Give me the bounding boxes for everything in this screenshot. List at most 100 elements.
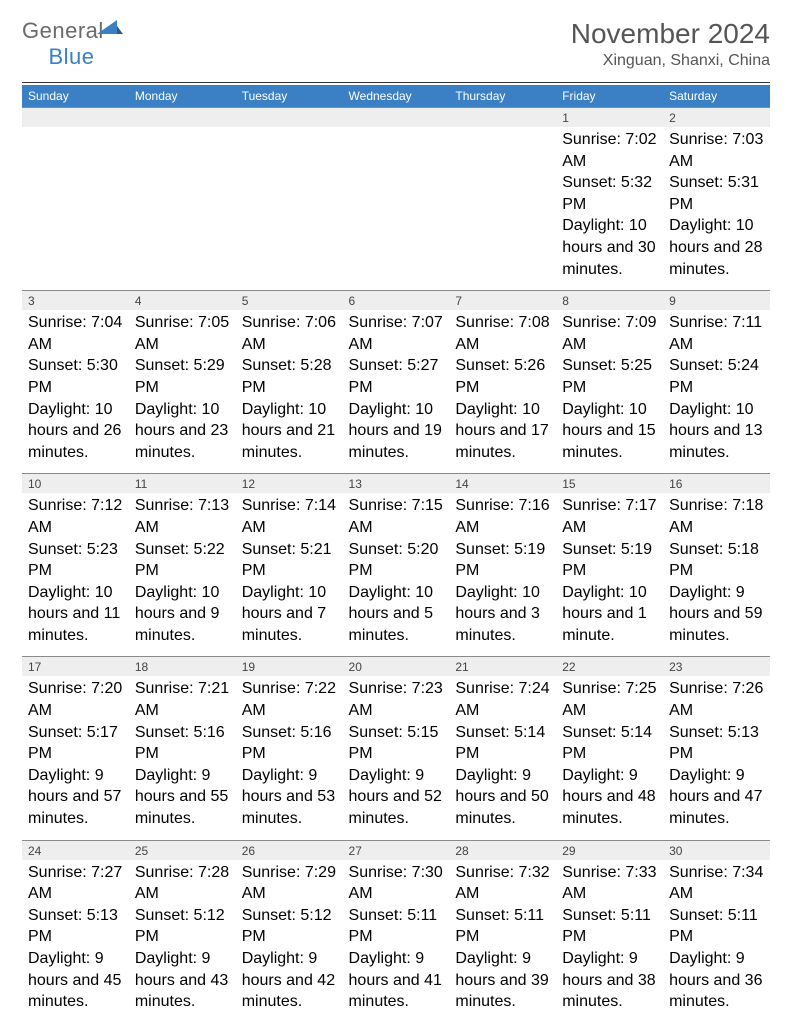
sunset-line: Sunset: 5:32 PM [562,172,657,215]
sunset-line: Sunset: 5:12 PM [135,905,230,948]
day-number-cell: 26 [236,840,343,860]
day-data-cell: Sunrise: 7:08 AMSunset: 5:26 PMDaylight:… [449,310,556,474]
sunrise-line: Sunrise: 7:12 AM [28,495,123,538]
day-number-cell: 16 [663,474,770,494]
sunset-line: Sunset: 5:17 PM [28,722,123,765]
sunrise-line: Sunrise: 7:22 AM [242,678,337,721]
sunset-line: Sunset: 5:16 PM [242,722,337,765]
sunset-line: Sunset: 5:19 PM [455,539,550,582]
daylight-line: Daylight: 10 hours and 15 minutes. [562,399,657,464]
calendar-table: SundayMondayTuesdayWednesdayThursdayFrid… [22,85,770,1023]
sunrise-line: Sunrise: 7:08 AM [455,312,550,355]
sunset-line: Sunset: 5:14 PM [455,722,550,765]
day-number-cell: 25 [129,840,236,860]
daylight-line: Daylight: 10 hours and 19 minutes. [349,399,444,464]
daynum-row: 24252627282930 [22,840,770,860]
daylight-line: Daylight: 9 hours and 39 minutes. [455,948,550,1013]
sunset-line: Sunset: 5:11 PM [669,905,764,948]
sunrise-line: Sunrise: 7:07 AM [349,312,444,355]
day-number-cell: 11 [129,474,236,494]
day-number-cell: 3 [22,291,129,311]
sunset-line: Sunset: 5:15 PM [349,722,444,765]
day-data-cell: Sunrise: 7:02 AMSunset: 5:32 PMDaylight:… [556,127,663,291]
day-number-cell: 9 [663,291,770,311]
sunset-line: Sunset: 5:28 PM [242,355,337,398]
day-data-cell: Sunrise: 7:32 AMSunset: 5:11 PMDaylight:… [449,860,556,1023]
daylight-line: Daylight: 10 hours and 13 minutes. [669,399,764,464]
day-data-cell: Sunrise: 7:25 AMSunset: 5:14 PMDaylight:… [556,676,663,840]
daylight-line: Daylight: 9 hours and 52 minutes. [349,765,444,830]
day-number-cell: 15 [556,474,663,494]
sunrise-line: Sunrise: 7:14 AM [242,495,337,538]
day-data-cell: Sunrise: 7:30 AMSunset: 5:11 PMDaylight:… [343,860,450,1023]
daynum-row: 10111213141516 [22,474,770,494]
day-data-cell [449,127,556,291]
day-data-cell: Sunrise: 7:09 AMSunset: 5:25 PMDaylight:… [556,310,663,474]
day-header: Friday [556,85,663,108]
sunset-line: Sunset: 5:25 PM [562,355,657,398]
logo-text: General Blue [22,18,104,69]
day-data-cell: Sunrise: 7:33 AMSunset: 5:11 PMDaylight:… [556,860,663,1023]
sunrise-line: Sunrise: 7:18 AM [669,495,764,538]
logo-part2: Blue [48,44,94,69]
day-number-cell: 17 [22,657,129,677]
day-number-cell: 30 [663,840,770,860]
day-header: Sunday [22,85,129,108]
day-number-cell: 21 [449,657,556,677]
day-data-cell: Sunrise: 7:03 AMSunset: 5:31 PMDaylight:… [663,127,770,291]
sunrise-line: Sunrise: 7:30 AM [349,862,444,905]
sunrise-line: Sunrise: 7:28 AM [135,862,230,905]
daylight-line: Daylight: 9 hours and 50 minutes. [455,765,550,830]
daylight-line: Daylight: 10 hours and 5 minutes. [349,582,444,647]
day-data-cell: Sunrise: 7:22 AMSunset: 5:16 PMDaylight:… [236,676,343,840]
day-number-cell: 20 [343,657,450,677]
sunrise-line: Sunrise: 7:27 AM [28,862,123,905]
sunrise-line: Sunrise: 7:02 AM [562,129,657,172]
day-number-cell: 19 [236,657,343,677]
sunrise-line: Sunrise: 7:17 AM [562,495,657,538]
sunset-line: Sunset: 5:21 PM [242,539,337,582]
daylight-line: Daylight: 10 hours and 3 minutes. [455,582,550,647]
sunrise-line: Sunrise: 7:20 AM [28,678,123,721]
day-number-cell: 12 [236,474,343,494]
sunset-line: Sunset: 5:14 PM [562,722,657,765]
day-data-cell: Sunrise: 7:26 AMSunset: 5:13 PMDaylight:… [663,676,770,840]
sunset-line: Sunset: 5:11 PM [455,905,550,948]
sunset-line: Sunset: 5:29 PM [135,355,230,398]
day-number-cell: 5 [236,291,343,311]
logo: General Blue [22,18,104,70]
day-data-cell [236,127,343,291]
day-data-cell: Sunrise: 7:04 AMSunset: 5:30 PMDaylight:… [22,310,129,474]
daylight-line: Daylight: 9 hours and 53 minutes. [242,765,337,830]
sunset-line: Sunset: 5:24 PM [669,355,764,398]
day-data-cell: Sunrise: 7:06 AMSunset: 5:28 PMDaylight:… [236,310,343,474]
daynum-row: 12 [22,108,770,128]
daylight-line: Daylight: 10 hours and 30 minutes. [562,215,657,280]
daylight-line: Daylight: 10 hours and 21 minutes. [242,399,337,464]
sunrise-line: Sunrise: 7:29 AM [242,862,337,905]
daydata-row: Sunrise: 7:27 AMSunset: 5:13 PMDaylight:… [22,860,770,1023]
daylight-line: Daylight: 9 hours and 45 minutes. [28,948,123,1013]
sunset-line: Sunset: 5:12 PM [242,905,337,948]
sunset-line: Sunset: 5:19 PM [562,539,657,582]
daylight-line: Daylight: 9 hours and 43 minutes. [135,948,230,1013]
daynum-row: 17181920212223 [22,657,770,677]
day-number-cell: 13 [343,474,450,494]
day-data-cell [22,127,129,291]
daylight-line: Daylight: 9 hours and 42 minutes. [242,948,337,1013]
header: General Blue November 2024 Xinguan, Shan… [22,18,770,70]
day-data-cell: Sunrise: 7:21 AMSunset: 5:16 PMDaylight:… [129,676,236,840]
day-data-cell: Sunrise: 7:15 AMSunset: 5:20 PMDaylight:… [343,493,450,657]
day-data-cell: Sunrise: 7:12 AMSunset: 5:23 PMDaylight:… [22,493,129,657]
day-data-cell: Sunrise: 7:11 AMSunset: 5:24 PMDaylight:… [663,310,770,474]
sunset-line: Sunset: 5:27 PM [349,355,444,398]
day-number-cell [22,108,129,128]
day-data-cell: Sunrise: 7:29 AMSunset: 5:12 PMDaylight:… [236,860,343,1023]
daylight-line: Daylight: 9 hours and 38 minutes. [562,948,657,1013]
day-data-cell: Sunrise: 7:28 AMSunset: 5:12 PMDaylight:… [129,860,236,1023]
day-data-cell: Sunrise: 7:14 AMSunset: 5:21 PMDaylight:… [236,493,343,657]
day-number-cell: 7 [449,291,556,311]
daylight-line: Daylight: 9 hours and 47 minutes. [669,765,764,830]
daylight-line: Daylight: 9 hours and 57 minutes. [28,765,123,830]
sunrise-line: Sunrise: 7:34 AM [669,862,764,905]
